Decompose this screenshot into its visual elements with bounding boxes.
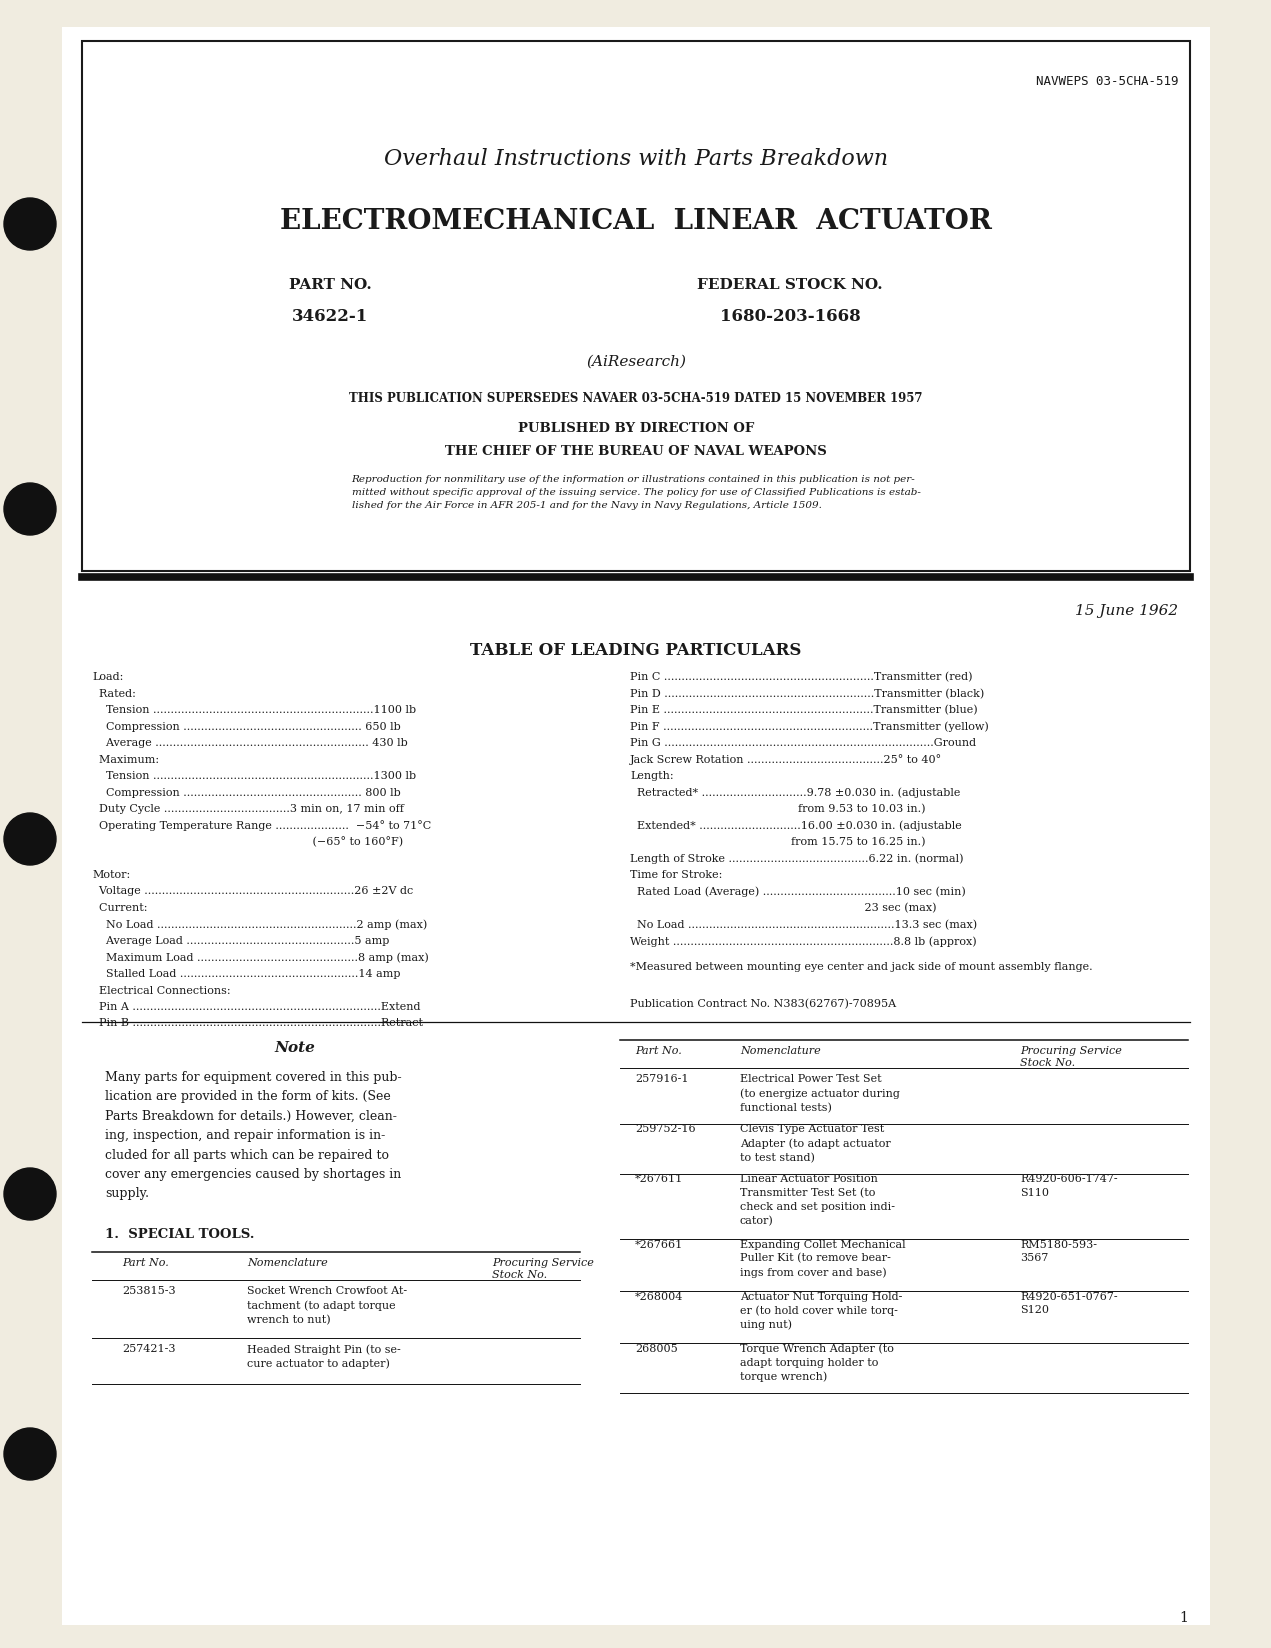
Circle shape: [4, 199, 56, 250]
Text: Jack Screw Rotation .......................................25° to 40°: Jack Screw Rotation ....................…: [630, 755, 942, 765]
Text: Tension ...............................................................1100 lb: Tension ................................…: [92, 705, 416, 715]
FancyBboxPatch shape: [62, 28, 1210, 1625]
Text: Retracted* ..............................9.78 ±0.030 in. (adjustable: Retracted* .............................…: [630, 788, 961, 798]
Text: Maximum:: Maximum:: [92, 755, 159, 765]
Text: Current:: Current:: [92, 903, 147, 913]
Text: Motor:: Motor:: [92, 870, 130, 880]
Text: 268005: 268005: [636, 1343, 677, 1353]
Text: TABLE OF LEADING PARTICULARS: TABLE OF LEADING PARTICULARS: [470, 641, 802, 659]
Text: Procuring Service
Stock No.: Procuring Service Stock No.: [492, 1257, 594, 1279]
Text: Linear Actuator Position
Transmitter Test Set (to
check and set position indi-
c: Linear Actuator Position Transmitter Tes…: [740, 1173, 895, 1226]
Circle shape: [4, 814, 56, 865]
Text: Nomenclature: Nomenclature: [740, 1045, 821, 1055]
Text: Voltage ............................................................26 ±2V dc: Voltage ................................…: [92, 887, 413, 897]
Text: R4920-606-1747-
S110: R4920-606-1747- S110: [1021, 1173, 1117, 1198]
Text: Part No.: Part No.: [122, 1257, 169, 1267]
Text: THE CHIEF OF THE BUREAU OF NAVAL WEAPONS: THE CHIEF OF THE BUREAU OF NAVAL WEAPONS: [445, 445, 827, 458]
Text: Pin E ............................................................Transmitter (b: Pin E ..................................…: [630, 705, 977, 715]
Text: Pin D ............................................................Transmitter (b: Pin D ..................................…: [630, 689, 984, 699]
Text: Pin C ............................................................Transmitter (r: Pin C ..................................…: [630, 672, 972, 682]
Text: Overhaul Instructions with Parts Breakdown: Overhaul Instructions with Parts Breakdo…: [384, 148, 888, 170]
Text: FEDERAL STOCK NO.: FEDERAL STOCK NO.: [698, 279, 883, 292]
Text: 259752-16: 259752-16: [636, 1124, 695, 1134]
Text: Average Load ................................................5 amp: Average Load ...........................…: [92, 936, 389, 946]
Text: Time for Stroke:: Time for Stroke:: [630, 870, 722, 880]
Circle shape: [4, 1429, 56, 1480]
Text: Many parts for equipment covered in this pub-
lication are provided in the form : Many parts for equipment covered in this…: [105, 1070, 402, 1200]
Text: *267661: *267661: [636, 1239, 684, 1249]
Text: Rated Load (Average) ......................................10 sec (min): Rated Load (Average) ...................…: [630, 887, 966, 897]
Text: Duty Cycle ....................................3 min on, 17 min off: Duty Cycle .............................…: [92, 804, 404, 814]
Text: Length:: Length:: [630, 771, 674, 781]
Circle shape: [4, 485, 56, 536]
Text: Torque Wrench Adapter (to
adapt torquing holder to
torque wrench): Torque Wrench Adapter (to adapt torquing…: [740, 1343, 894, 1381]
Text: Average ............................................................. 430 lb: Average ................................…: [92, 738, 408, 748]
Text: PUBLISHED BY DIRECTION OF: PUBLISHED BY DIRECTION OF: [517, 422, 754, 435]
Text: from 15.75 to 16.25 in.): from 15.75 to 16.25 in.): [630, 837, 925, 847]
Text: 253815-3: 253815-3: [122, 1285, 175, 1295]
Text: 1.  SPECIAL TOOLS.: 1. SPECIAL TOOLS.: [105, 1228, 254, 1241]
Text: NAVWEPS 03-5CHA-519: NAVWEPS 03-5CHA-519: [1036, 74, 1178, 87]
Text: Maximum Load ..............................................8 amp (max): Maximum Load ...........................…: [92, 953, 428, 962]
Text: Pin F ............................................................Transmitter (y: Pin F ..................................…: [630, 722, 989, 732]
Text: 23 sec (max): 23 sec (max): [630, 903, 937, 913]
Text: Procuring Service
Stock No.: Procuring Service Stock No.: [1021, 1045, 1122, 1068]
Text: Load:: Load:: [92, 672, 123, 682]
Text: THIS PUBLICATION SUPERSEDES NAVAER 03-5CHA-519 DATED 15 NOVEMBER 1957: THIS PUBLICATION SUPERSEDES NAVAER 03-5C…: [350, 392, 923, 405]
Text: Headed Straight Pin (to se-
cure actuator to adapter): Headed Straight Pin (to se- cure actuato…: [247, 1343, 400, 1368]
Text: Expanding Collet Mechanical
Puller Kit (to remove bear-
ings from cover and base: Expanding Collet Mechanical Puller Kit (…: [740, 1239, 906, 1277]
Text: Pin B .......................................................................Ret: Pin B ..................................…: [92, 1018, 423, 1028]
Text: 257421-3: 257421-3: [122, 1343, 175, 1353]
Circle shape: [4, 1168, 56, 1220]
Text: Length of Stroke ........................................6.22 in. (normal): Length of Stroke .......................…: [630, 854, 963, 864]
Text: Stalled Load ...................................................14 amp: Stalled Load ...........................…: [92, 969, 400, 979]
Text: Operating Temperature Range .....................  −54° to 71°C: Operating Temperature Range ............…: [92, 821, 431, 831]
Text: Reproduction for nonmilitary use of the information or illustrations contained i: Reproduction for nonmilitary use of the …: [352, 475, 920, 509]
Text: Compression ................................................... 800 lb: Compression ............................…: [92, 788, 400, 798]
Text: ELECTROMECHANICAL  LINEAR  ACTUATOR: ELECTROMECHANICAL LINEAR ACTUATOR: [280, 208, 991, 236]
Text: Actuator Nut Torquing Hold-
er (to hold cover while torq-
uing nut): Actuator Nut Torquing Hold- er (to hold …: [740, 1290, 902, 1330]
Text: 15 June 1962: 15 June 1962: [1075, 603, 1178, 618]
Text: Part No.: Part No.: [636, 1045, 681, 1055]
Text: from 9.53 to 10.03 in.): from 9.53 to 10.03 in.): [630, 804, 925, 814]
Text: 34622-1: 34622-1: [292, 308, 369, 325]
Text: (AiResearch): (AiResearch): [586, 354, 686, 369]
Text: R4920-651-0767-
S120: R4920-651-0767- S120: [1021, 1290, 1117, 1315]
FancyBboxPatch shape: [83, 41, 1190, 572]
Text: Rated:: Rated:: [92, 689, 136, 699]
Text: *268004: *268004: [636, 1290, 684, 1300]
Text: Electrical Power Test Set
(to energize actuator during
functional tests): Electrical Power Test Set (to energize a…: [740, 1074, 900, 1112]
Text: 1680-203-1668: 1680-203-1668: [719, 308, 860, 325]
Text: No Load .........................................................2 amp (max): No Load ................................…: [92, 920, 427, 929]
Text: Publication Contract No. N383(62767)-70895A: Publication Contract No. N383(62767)-708…: [630, 999, 896, 1009]
Text: Clevis Type Actuator Test
Adapter (to adapt actuator
to test stand): Clevis Type Actuator Test Adapter (to ad…: [740, 1124, 891, 1162]
Text: (−65° to 160°F): (−65° to 160°F): [92, 837, 403, 847]
Text: Pin G ..........................................................................: Pin G ..................................…: [630, 738, 976, 748]
Text: Compression ................................................... 650 lb: Compression ............................…: [92, 722, 400, 732]
Text: 1: 1: [1179, 1610, 1188, 1623]
Text: No Load ...........................................................13.3 sec (max: No Load ................................…: [630, 920, 977, 929]
Text: Weight ...............................................................8.8 lb (ap: Weight .................................…: [630, 936, 976, 946]
Text: RM5180-593-
3567: RM5180-593- 3567: [1021, 1239, 1097, 1262]
Text: PART NO.: PART NO.: [289, 279, 371, 292]
Text: *Measured between mounting eye center and jack side of mount assembly flange.: *Measured between mounting eye center an…: [630, 962, 1093, 972]
Text: Nomenclature: Nomenclature: [247, 1257, 328, 1267]
Text: *267611: *267611: [636, 1173, 684, 1183]
Text: Extended* .............................16.00 ±0.030 in. (adjustable: Extended* .............................1…: [630, 821, 962, 831]
Text: Socket Wrench Crowfoot At-
tachment (to adapt torque
wrench to nut): Socket Wrench Crowfoot At- tachment (to …: [247, 1285, 407, 1323]
Text: Tension ...............................................................1300 lb: Tension ................................…: [92, 771, 416, 781]
Text: Note: Note: [275, 1040, 315, 1053]
Text: Electrical Connections:: Electrical Connections:: [92, 986, 230, 995]
Text: Pin A .......................................................................Ext: Pin A ..................................…: [92, 1002, 421, 1012]
Text: 257916-1: 257916-1: [636, 1074, 689, 1084]
